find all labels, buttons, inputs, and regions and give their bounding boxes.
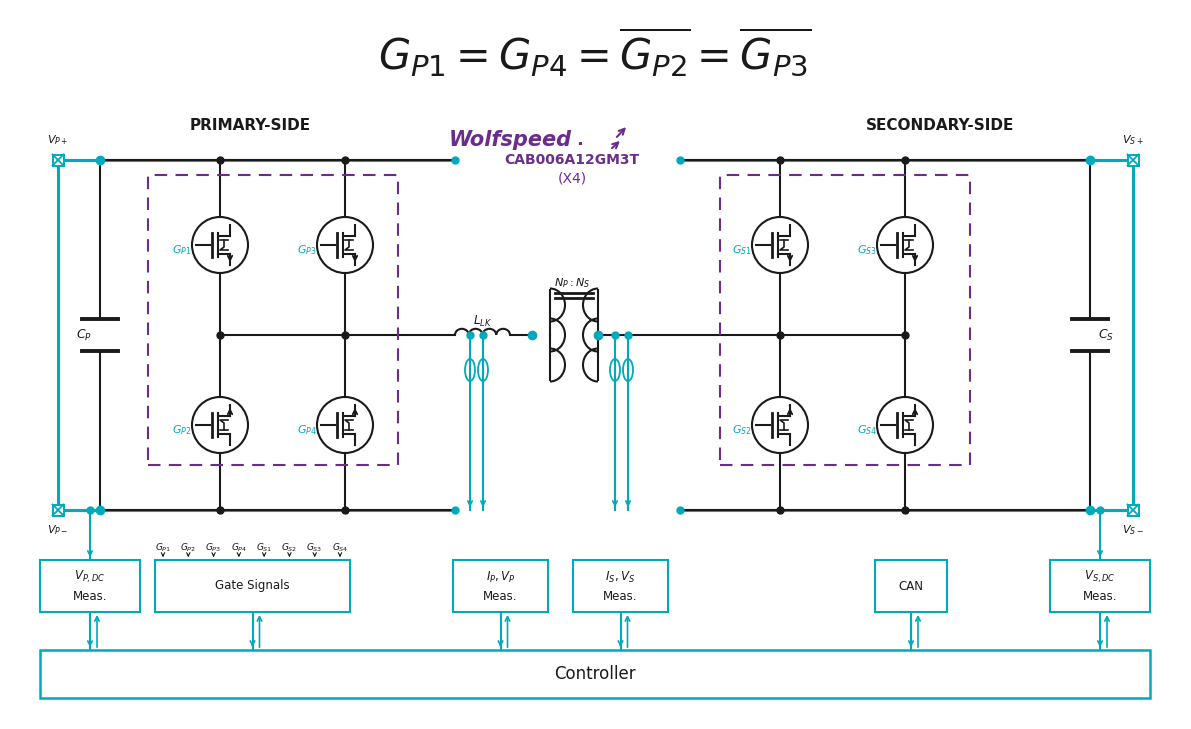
Text: Meas.: Meas. — [604, 590, 637, 603]
Text: $G_{P3}$: $G_{P3}$ — [205, 542, 222, 554]
Text: $G_{S4}$: $G_{S4}$ — [331, 542, 348, 554]
Text: (X4): (X4) — [557, 171, 586, 185]
Text: $I_S, V_S$: $I_S, V_S$ — [605, 569, 636, 585]
Text: $G_{P4}$: $G_{P4}$ — [297, 423, 317, 437]
Text: $G_{S1}$: $G_{S1}$ — [732, 243, 752, 257]
Text: $G_{P2}$: $G_{P2}$ — [180, 542, 197, 554]
Bar — [40, 560, 141, 612]
Text: $G_{P4}$: $G_{P4}$ — [231, 542, 247, 554]
Text: Controller: Controller — [554, 665, 636, 683]
Bar — [573, 560, 668, 612]
Bar — [52, 155, 63, 165]
Text: SECONDARY-SIDE: SECONDARY-SIDE — [866, 117, 1015, 133]
Text: Gate Signals: Gate Signals — [216, 580, 289, 593]
Text: $G_{P3}$: $G_{P3}$ — [298, 243, 317, 257]
Bar — [1128, 155, 1139, 165]
Text: CAB006A12GM3T: CAB006A12GM3T — [505, 153, 640, 167]
Text: $N_P:N_S$: $N_P:N_S$ — [554, 276, 591, 290]
Bar — [875, 560, 947, 612]
Text: $V_{S,DC}$: $V_{S,DC}$ — [1084, 569, 1116, 585]
Bar — [453, 560, 548, 612]
Bar — [52, 504, 63, 515]
Text: .: . — [576, 131, 582, 149]
Bar — [40, 650, 1151, 698]
Text: $V_{S+}$: $V_{S+}$ — [1122, 133, 1143, 147]
Text: $G_{S2}$: $G_{S2}$ — [732, 423, 752, 437]
Text: $V_{P-}$: $V_{P-}$ — [48, 523, 69, 537]
Text: $G_{P1} = G_{P4} = \overline{G_{P2}} = \overline{G_{P3}}$: $G_{P1} = G_{P4} = \overline{G_{P2}} = \… — [379, 26, 812, 79]
Text: $G_{S4}$: $G_{S4}$ — [858, 423, 877, 437]
Text: Meas.: Meas. — [484, 590, 518, 603]
Text: $G_{P1}$: $G_{P1}$ — [155, 542, 172, 554]
Text: PRIMARY-SIDE: PRIMARY-SIDE — [189, 117, 311, 133]
Text: $L_{LK}$: $L_{LK}$ — [474, 313, 493, 329]
Text: $G_{S2}$: $G_{S2}$ — [281, 542, 298, 554]
Text: $C_P$: $C_P$ — [76, 327, 92, 343]
Text: $V_{S-}$: $V_{S-}$ — [1122, 523, 1143, 537]
Bar — [155, 560, 350, 612]
Text: $V_{P,DC}$: $V_{P,DC}$ — [74, 569, 106, 585]
Text: $V_{P+}$: $V_{P+}$ — [48, 133, 69, 147]
Text: $G_{P2}$: $G_{P2}$ — [173, 423, 192, 437]
Bar — [1128, 504, 1139, 515]
Text: $G_{S1}$: $G_{S1}$ — [256, 542, 273, 554]
Text: CAN: CAN — [898, 580, 923, 593]
Text: $I_P, V_P$: $I_P, V_P$ — [486, 569, 516, 585]
Text: $C_S$: $C_S$ — [1098, 327, 1114, 343]
Text: $G_{S3}$: $G_{S3}$ — [858, 243, 877, 257]
Bar — [1050, 560, 1151, 612]
Text: Wolfspeed: Wolfspeed — [449, 130, 572, 150]
Text: Meas.: Meas. — [73, 590, 107, 603]
Text: $G_{P1}$: $G_{P1}$ — [173, 243, 192, 257]
Text: $G_{S3}$: $G_{S3}$ — [306, 542, 323, 554]
Text: Meas.: Meas. — [1083, 590, 1117, 603]
